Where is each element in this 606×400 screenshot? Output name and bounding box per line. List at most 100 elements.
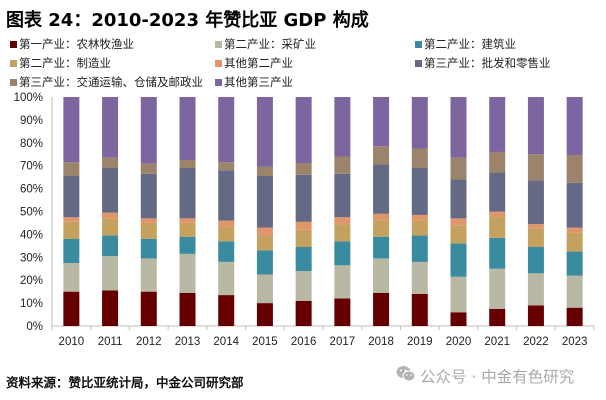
y-tick-label: 50% [20, 207, 43, 219]
y-tick-label: 100% [14, 92, 43, 104]
bar-segment [373, 258, 390, 293]
bar-segment [179, 218, 196, 223]
bar-segment [140, 222, 157, 239]
bar-segment [295, 163, 312, 175]
y-tick-label: 40% [20, 229, 43, 241]
bar-segment [450, 276, 467, 313]
bar-segment [63, 97, 80, 163]
bar-segment [218, 226, 235, 242]
bar-segment [218, 170, 235, 221]
bar-segment [102, 167, 119, 213]
legend-item: 其他第二产业 [215, 55, 293, 71]
y-tick-label: 30% [20, 252, 43, 264]
bar-segment [527, 228, 544, 247]
x-tick-label: 2014 [213, 336, 239, 348]
bar-segment [527, 273, 544, 306]
bar-segment [256, 97, 273, 167]
bar-segment [218, 162, 235, 171]
watermark-text: 公众号 · 中金有色研究 [420, 368, 575, 386]
bar-segment [527, 180, 544, 225]
legend-swatch [215, 40, 222, 48]
bar-segment [140, 163, 157, 174]
bar-segment [218, 220, 235, 227]
y-tick-label: 70% [20, 161, 43, 173]
bar-segment [63, 291, 80, 326]
bar-segment [295, 300, 312, 326]
bar-segment [334, 298, 351, 326]
bar-segment [566, 182, 583, 228]
bar-segment [179, 222, 196, 237]
bar-segment [411, 235, 428, 262]
legend-swatch [10, 40, 17, 48]
bar-segment [140, 218, 157, 223]
bar-segment [334, 217, 351, 225]
bar-segment [373, 213, 390, 221]
bar-segment [102, 290, 119, 326]
bar-segment [566, 307, 583, 326]
bar-segment [140, 238, 157, 259]
bar-segment [489, 97, 506, 152]
x-tick-label: 2013 [175, 336, 201, 348]
wechat-icon [396, 365, 416, 387]
legend-swatch [10, 59, 17, 67]
legend-item: 其他第三产业 [215, 74, 293, 90]
bar-segment [179, 167, 196, 219]
bar-segment [256, 227, 273, 236]
bar-segment [450, 97, 467, 158]
bar-segment [373, 292, 390, 326]
bar-segment [140, 291, 157, 326]
y-tick-label: 80% [20, 138, 43, 150]
legend-item: 第三产业：交通运输、仓储及邮政业 [10, 74, 203, 90]
bar-segment [566, 97, 583, 156]
bar-segment [102, 97, 119, 158]
legend-label: 其他第三产业 [224, 75, 293, 89]
x-tick-label: 2019 [407, 336, 433, 348]
x-tick-label: 2021 [484, 336, 510, 348]
bar-segment [295, 246, 312, 272]
bar-segment [373, 220, 390, 237]
watermark: 公众号 · 中金有色研究 [396, 365, 574, 387]
bar-segment [179, 292, 196, 326]
bar-segment [566, 227, 583, 233]
x-tick-label: 2018 [368, 336, 394, 348]
bar-segment [411, 293, 428, 326]
bar-segment [218, 241, 235, 262]
legend-label: 第三产业：批发和零售业 [424, 56, 551, 70]
x-tick-label: 2012 [136, 336, 162, 348]
bar-segment [334, 224, 351, 242]
legend-item: 第二产业：制造业 [10, 55, 111, 71]
bar-segment [373, 146, 390, 165]
bar-segment [63, 221, 80, 239]
y-tick-label: 10% [20, 298, 43, 310]
bar-segment [179, 159, 196, 168]
bar-segment [373, 236, 390, 259]
x-tick-label: 2011 [98, 336, 123, 348]
bar-segment [102, 256, 119, 291]
bar-segment [334, 241, 351, 266]
legend-swatch [415, 59, 422, 67]
legend-label: 第一产业：农林牧渔业 [19, 37, 134, 51]
bar-segment [334, 173, 351, 218]
bar-segment [411, 220, 428, 236]
bar-segment [295, 229, 312, 247]
x-tick-label: 2022 [523, 336, 549, 348]
chart-title: 图表 24：2010-2023 年赞比亚 GDP 构成 [6, 10, 369, 31]
bar-segment [63, 238, 80, 264]
bar-segment [179, 253, 196, 293]
bar-segment [256, 166, 273, 177]
bar-segment [102, 235, 119, 257]
bar-segment [218, 261, 235, 296]
bar-segment [218, 295, 235, 326]
bar-segment [450, 312, 467, 326]
bar-segment [295, 221, 312, 230]
y-tick-label: 90% [20, 115, 43, 127]
legend-item: 第二产业：建筑业 [415, 36, 516, 52]
bar-segment [140, 258, 157, 292]
source-note: 资料来源：赞比亚统计局，中金公司研究部 [6, 375, 244, 390]
legend-swatch [215, 59, 222, 67]
bar-segment [63, 217, 80, 222]
bar-segment [140, 97, 157, 164]
bar-segment [295, 97, 312, 164]
bar-segment [489, 268, 506, 309]
bar-segment [179, 97, 196, 160]
